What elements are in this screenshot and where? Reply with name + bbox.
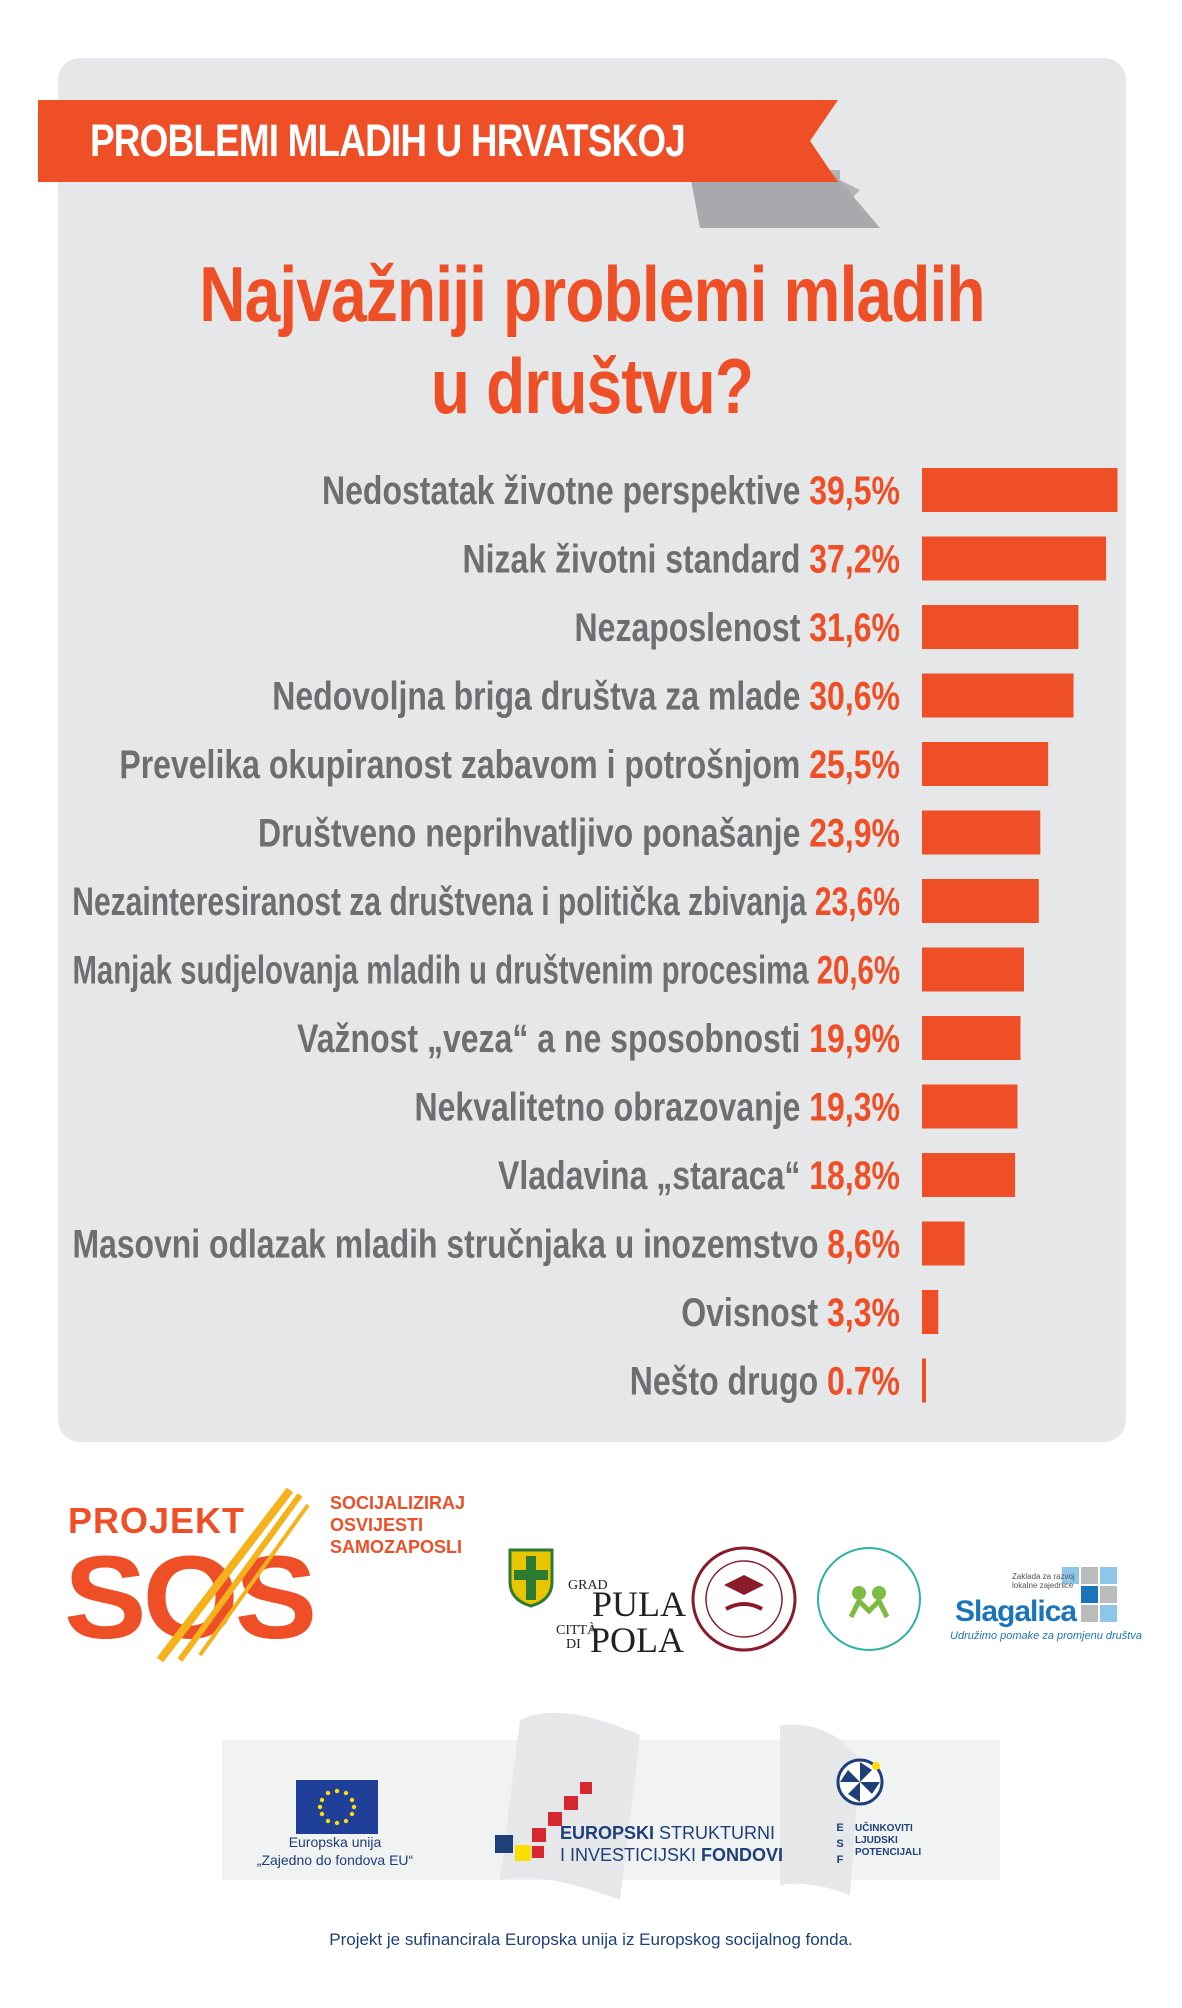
esif-squares-icon [495, 1782, 592, 1861]
pula-name: PULA [592, 1584, 687, 1624]
ribbon-banner [38, 100, 838, 182]
bar-label-13: Ovisnost 3,3% [681, 1290, 900, 1335]
bar-label-10: Nekvalitetno obrazovanje 19,3% [415, 1084, 900, 1129]
pula-grad: GRAD [568, 1578, 608, 1593]
bar-label-1: Nedostatak životne perspektive 39,5% [322, 468, 900, 513]
ribbon-fold [690, 175, 880, 228]
esif-line-2b: FONDOVI [701, 1845, 784, 1865]
esf-line-3: POTENCIJALI [855, 1847, 922, 1858]
slagalica-subtitle: Udružimo pomake za promjenu društva [950, 1630, 1142, 1642]
bar-11 [922, 1153, 1016, 1197]
esif-line-1b: STRUKTURNI [654, 1823, 776, 1843]
eu-line-2: „Zajedno do fondova EU“ [256, 1852, 414, 1868]
pula-di: DI [566, 1637, 581, 1652]
projekt-label: PROJEKT [68, 1500, 246, 1541]
bar-12 [922, 1221, 965, 1266]
esf-line-1: UČINKOVITI [855, 1823, 913, 1834]
zaklada-line-2: lokalne zajednice [1012, 1581, 1074, 1590]
esf-letter-e: E [836, 1822, 844, 1834]
headline-line-1: Najvažniji problemi mladih [199, 250, 985, 338]
slagalica-squares-icon [1062, 1567, 1117, 1622]
pula-citta: CITTÀ [556, 1623, 598, 1638]
bar-label-11: Vladavina „staraca“ 18,8% [498, 1153, 900, 1198]
banner-title: PROBLEMI MLADIH U HRVATSKOJ [90, 115, 686, 166]
esf-letters: E S F [835, 1820, 845, 1868]
footer-note: Projekt je sufinancirala Europska unija … [329, 1930, 853, 1949]
bar-8 [922, 947, 1024, 992]
esf-letter-s: S [836, 1838, 844, 1850]
eu-line-1: Europska unija [288, 1834, 382, 1850]
bar-label-7: Nezainteresiranost za društvena i politi… [72, 880, 900, 924]
tagline-2: OSVIJESTI [330, 1515, 424, 1535]
ribbon-decoration [38, 100, 880, 228]
zaklada-line-1: Zaklada za razvoj [1012, 1572, 1075, 1581]
eu-flag-icon [296, 1780, 378, 1834]
bar-label-8: Manjak sudjelovanja mladih u društvenim … [72, 948, 900, 992]
bar-3 [922, 605, 1079, 649]
bar-label-4: Nedovoljna briga društva za mlade 30,6% [272, 673, 900, 718]
sos-tagline: SOCIJALIZIRAJ OSVIJESTI SAMOZAPOSLI [330, 1492, 465, 1558]
sos-stripes-icon [156, 1487, 310, 1663]
ribbon-fold-shadow [640, 170, 860, 210]
esf-caption: UČINKOVITI LJUDSKI POTENCIJALI [855, 1823, 921, 1859]
bar-13 [922, 1290, 939, 1334]
bar-label-6: Društveno neprihvatljivo ponašanje 23,9% [258, 810, 900, 855]
ribbon-title-wrap: PROBLEMI MLADIH U HRVATSKOJ [38, 100, 838, 182]
bar-label-3: Nezaposlenost 31,6% [575, 605, 900, 650]
bar-chart: Nedostatak životne perspektive 39,5% Niza… [72, 468, 1118, 1403]
bar-9 [922, 1016, 1021, 1060]
esif-line-2a: I INVESTICIJSKI [560, 1845, 702, 1865]
tagline-1: SOCIJALIZIRAJ [330, 1493, 466, 1513]
slagalica-zaklada: Zaklada za razvoj lokalne zajednice [1012, 1572, 1075, 1590]
bar-2 [922, 536, 1107, 581]
bar-6 [922, 810, 1041, 855]
esf-line-2: LJUDSKI [855, 1835, 898, 1846]
tagline-3: SAMOZAPOSLI [330, 1537, 463, 1557]
esif-line-1a: EUROPSKI [560, 1823, 655, 1843]
eu-funds-strip [222, 1712, 1000, 1900]
bar-label-9: Važnost „veza“ a ne sposobnosti 19,9% [297, 1016, 900, 1061]
bar-label-5: Prevelika okupiranost zabavom i potrošnj… [119, 742, 900, 787]
esf-letter-f: F [836, 1854, 844, 1866]
bar-4 [922, 673, 1074, 718]
esf-pinwheel-icon [836, 1758, 884, 1806]
bar-label-12: Masovni odlazak mladih stručnjaka u inoz… [73, 1221, 900, 1266]
bar-10 [922, 1084, 1018, 1129]
eu-caption: Europska unija „Zajedno do fondova EU“ [250, 1833, 420, 1869]
zaklada-seal-icon [817, 1547, 921, 1651]
bar-7 [922, 879, 1039, 923]
pula-pola: POLA [590, 1620, 685, 1660]
bar-14 [922, 1358, 926, 1403]
bar-5 [922, 742, 1049, 786]
esif-caption: EUROPSKI STRUKTURNI I INVESTICIJSKI FOND… [560, 1822, 783, 1866]
bar-label-14: Nešto drugo 0.7% [630, 1358, 900, 1403]
slagalica-name: Slagalica [955, 1595, 1077, 1628]
headline-line-2: u društvu? [430, 342, 754, 430]
bar-1 [922, 468, 1118, 512]
pula-coat-of-arms-icon [508, 1548, 554, 1608]
alumni-fet-seal-icon [691, 1546, 797, 1652]
bar-label-2: Nizak životni standard 37,2% [463, 536, 900, 581]
